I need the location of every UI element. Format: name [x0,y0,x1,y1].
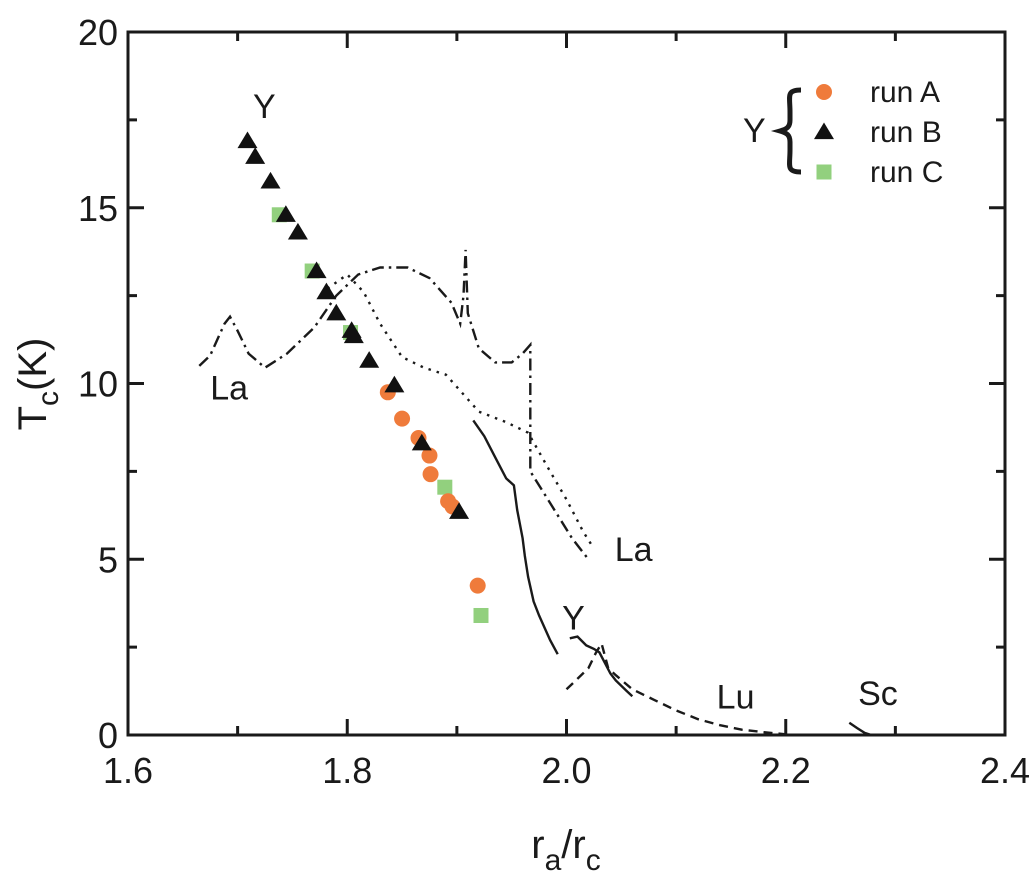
point-triangle [245,147,266,164]
curve-label: Y [253,88,276,126]
series-run-b [237,131,470,519]
legend-marker-square [816,164,832,180]
y-label-sub: c [32,391,65,406]
x-label-base-sub: a [545,844,562,877]
y-axis-label: Tc(K) [11,338,65,431]
curve-sc-solid [848,721,872,737]
curve-y-solid-2 [569,635,634,698]
point-triangle [449,502,470,519]
y-label-base: T [11,406,55,430]
legend-brace [770,87,802,175]
x-label-sep: /r [561,823,585,867]
legend-marker-circle [816,84,832,100]
curve-label: Y [562,600,585,638]
point-circle [469,577,486,594]
legend: Y run A run B run C [743,76,943,189]
tick-labels: 1.6 1.8 2.0 2.2 2.4 0 5 10 15 20 [78,12,1030,791]
x-axis-label: ra/rc [531,823,600,877]
x-axis-title: ra/rc [531,823,600,877]
y-axis-title: Tc(K) [11,338,65,431]
series-run-a [379,384,486,594]
legend-marker-triangle [814,122,834,140]
point-triangle [326,303,347,321]
point-square [473,607,489,623]
data-points [237,131,489,623]
y-tick-label: 20 [78,12,118,53]
point-triangle [275,205,296,222]
x-tick-label: 1.8 [322,750,372,791]
point-triangle [384,375,405,393]
point-circle [394,410,411,427]
curve-y-solid [472,419,559,655]
curve-label: La [615,531,653,569]
point-triangle [260,171,281,189]
point-triangle [287,222,308,240]
legend-label: run C [870,156,943,189]
curve-annotations: Y La La Y Lu Sc [210,88,898,717]
curve-label: Lu [717,679,755,717]
y-label-rest: (K) [11,338,55,391]
y-tick-label: 0 [98,715,118,756]
series-run-c [271,207,489,623]
point-triangle [306,261,327,279]
legend-label: run A [870,76,940,109]
curves [198,249,872,737]
x-label-base: r [531,823,544,867]
x-tick-label: 2.4 [980,750,1030,791]
point-triangle [411,433,432,451]
x-tick-label: 1.6 [103,750,153,791]
curve-label: La [210,369,248,407]
x-tick-label: 2.2 [761,750,811,791]
curve-label: Sc [858,675,898,713]
curve-lu-dashed [565,640,786,736]
point-triangle [237,131,258,149]
y-tick-label: 5 [98,539,118,580]
point-triangle [359,351,380,368]
y-tick-label: 15 [78,188,118,229]
curve-la-dashdot [198,249,590,561]
x-tick-label: 2.0 [541,750,591,791]
point-triangle [316,282,337,300]
y-tick-label: 10 [78,364,118,405]
curve-la-dotted [326,272,595,550]
point-triangle [343,326,364,344]
legend-group-label: Y [743,112,766,150]
x-label-sep-sub: c [586,844,601,877]
point-square [437,479,453,495]
legend-label: run B [870,116,942,149]
axis-ticks [126,30,1007,737]
point-circle [421,447,438,464]
point-circle [422,466,439,483]
